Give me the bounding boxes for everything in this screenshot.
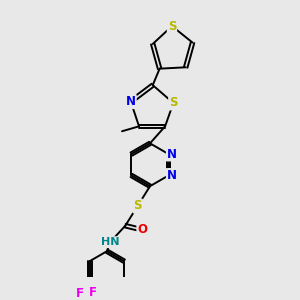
Text: N: N [167,169,177,182]
Text: S: S [169,97,178,110]
Text: N: N [126,95,136,108]
Text: O: O [137,223,147,236]
Text: HN: HN [101,237,119,247]
Text: S: S [134,200,142,212]
Text: N: N [167,148,177,160]
Text: F: F [76,287,84,300]
Text: F: F [89,286,97,298]
Text: S: S [168,20,176,33]
